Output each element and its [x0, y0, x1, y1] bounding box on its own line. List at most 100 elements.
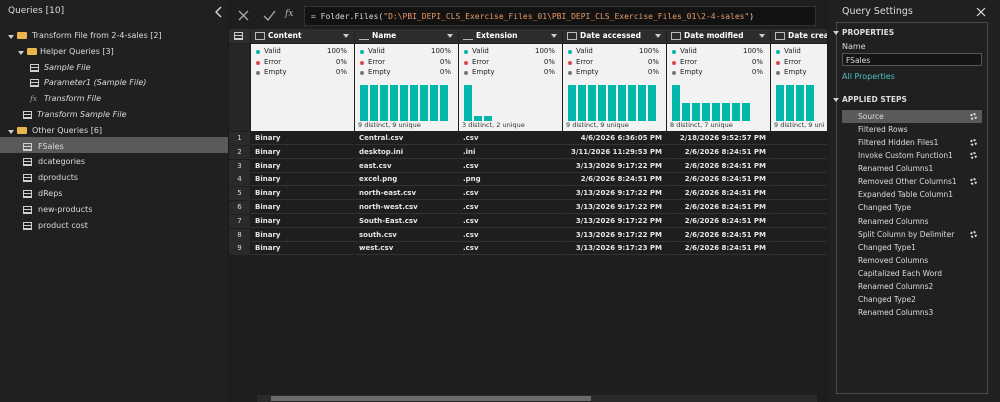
cell[interactable]: 1/28/20 — [771, 146, 827, 159]
cell[interactable]: 2/18/2026 9:52:57 PM — [667, 132, 770, 145]
applied-step[interactable]: Renamed Columns2 — [858, 281, 934, 291]
cell[interactable]: 2/6/2026 8:24:51 PM — [667, 201, 770, 214]
cell[interactable]: 2/6/2026 8:24:51 PM — [563, 173, 666, 187]
applied-step[interactable]: Renamed Columns1 — [858, 164, 934, 174]
cell[interactable]: north-east.csv — [355, 187, 458, 201]
cell[interactable]: 2/6/2026 8:24:51 PM — [667, 173, 770, 187]
cell[interactable]: Binary — [251, 242, 354, 256]
cell[interactable]: 1/28/20 — [771, 229, 827, 242]
cell[interactable]: 2/6/2026 8:24:51 PM — [667, 215, 770, 228]
expander[interactable] — [8, 35, 14, 39]
cell[interactable]: 2/6/2026 8:24:51 PM — [667, 229, 770, 242]
cell[interactable]: .ini — [459, 146, 562, 159]
cell[interactable]: Binary — [251, 201, 354, 214]
cell[interactable]: Binary — [251, 215, 354, 228]
applied-step[interactable]: Split Column by Delimiter — [858, 229, 955, 239]
query-item[interactable]: dReps — [38, 189, 63, 198]
cell[interactable]: excel.png — [355, 173, 458, 187]
step-settings[interactable] — [970, 139, 977, 147]
cell[interactable]: .csv — [459, 187, 562, 201]
table-icon[interactable] — [234, 32, 243, 40]
cell[interactable]: 1/28/20 — [771, 242, 827, 256]
column-header[interactable] — [355, 29, 458, 43]
query-item[interactable]: new-products — [38, 204, 93, 214]
column-header[interactable] — [667, 29, 770, 43]
cell[interactable]: 2/20/2 — [771, 215, 827, 228]
column-header[interactable] — [563, 29, 666, 43]
cell[interactable]: 2/6/2026 8:24:51 PM — [667, 187, 770, 201]
applied-step[interactable]: Expanded Table Column1 — [858, 190, 954, 200]
cell[interactable]: .csv — [459, 160, 562, 173]
close-button[interactable] — [976, 7, 986, 17]
formula-bar[interactable]: = Folder.Files("D:\PBI_DEPI_CLS_Exercise… — [304, 6, 816, 26]
cell[interactable]: 2/20/2 — [771, 132, 827, 145]
cell[interactable]: Binary — [251, 229, 354, 242]
query-item[interactable]: dproducts — [38, 173, 79, 183]
cell[interactable]: 3/13/2026 9:17:22 PM — [563, 160, 666, 173]
cell[interactable]: 2/6/2026 8:24:51 PM — [667, 146, 770, 159]
cell[interactable]: Binary — [251, 173, 354, 187]
step-settings[interactable] — [970, 178, 977, 186]
applied-step[interactable]: Renamed Columns — [858, 216, 929, 226]
filter-button[interactable] — [759, 34, 765, 38]
cell[interactable]: 4/6/2026 6:36:05 PM — [563, 132, 666, 145]
applied-step[interactable]: Removed Columns — [858, 255, 929, 265]
query-item[interactable]: product cost — [38, 220, 88, 230]
applied-step[interactable]: Changed Type — [858, 203, 912, 213]
cell[interactable]: Central.csv — [355, 132, 458, 145]
step-settings[interactable] — [970, 230, 977, 238]
query-item[interactable]: dcategories — [38, 157, 86, 167]
cell[interactable]: 1/28/20 — [771, 187, 827, 201]
link[interactable]: All Properties — [842, 72, 895, 81]
query-item[interactable]: Helper Queries [3] — [40, 46, 114, 56]
query-item[interactable]: Transform File — [44, 94, 101, 104]
filter-button[interactable] — [343, 34, 349, 38]
applied-step[interactable]: Filtered Rows — [858, 125, 908, 135]
applied-step[interactable]: Renamed Columns3 — [858, 308, 934, 318]
step-settings[interactable] — [970, 152, 977, 160]
cell[interactable]: 3/13/2026 9:17:22 PM — [563, 215, 666, 228]
cell[interactable]: 1/28/20 — [771, 173, 827, 187]
applied-step[interactable]: Source — [858, 112, 884, 121]
cell[interactable]: .csv — [459, 242, 562, 256]
cell[interactable]: 3/13/2026 9:17:22 PM — [563, 187, 666, 201]
applied-step[interactable]: Changed Type2 — [858, 294, 916, 304]
cell[interactable]: 3/13/2026 9:17:23 PM — [563, 242, 666, 256]
cell[interactable]: 3/13/2026 9:17:22 PM — [563, 201, 666, 214]
applied-step[interactable]: Changed Type1 — [858, 242, 916, 252]
applied-step[interactable]: Removed Other Columns1 — [858, 177, 957, 187]
cell[interactable]: 1/28/20 — [771, 201, 827, 214]
step-settings[interactable] — [970, 113, 977, 120]
column-header[interactable] — [251, 29, 354, 43]
scroll-thumb[interactable] — [271, 396, 591, 401]
cell[interactable]: Binary — [251, 132, 354, 145]
cell[interactable]: desktop.ini — [355, 146, 458, 159]
collapse-button[interactable] — [214, 6, 224, 18]
cell[interactable]: east.csv — [355, 160, 458, 173]
name-input[interactable]: FSales — [842, 53, 982, 66]
cell[interactable]: 3/13/2026 9:17:22 PM — [563, 229, 666, 242]
cell[interactable]: 2/6/2026 8:24:51 PM — [667, 160, 770, 173]
filter-button[interactable] — [655, 34, 661, 38]
cell[interactable]: 2/6/2026 8:24:51 PM — [667, 242, 770, 256]
scrollbar[interactable] — [257, 395, 817, 402]
cell[interactable]: South-East.csv — [355, 215, 458, 228]
query-item[interactable]: Parameter1 (Sample File) — [44, 78, 147, 88]
cell[interactable]: west.csv — [355, 242, 458, 256]
cell[interactable]: .csv — [459, 132, 562, 145]
cell[interactable]: Binary — [251, 160, 354, 173]
cell[interactable]: .csv — [459, 229, 562, 242]
cell[interactable]: 1/28/20 — [771, 160, 827, 173]
expander[interactable] — [833, 31, 839, 35]
query-item[interactable]: Other Queries [6] — [32, 125, 103, 135]
query-item[interactable]: Transform File from 2-4-sales [2] — [32, 31, 162, 40]
filter-button[interactable] — [447, 34, 453, 38]
filter-button[interactable] — [551, 34, 557, 38]
applied-step[interactable]: Invoke Custom Function1 — [858, 151, 953, 161]
expander[interactable] — [8, 129, 14, 134]
cell[interactable]: north-west.csv — [355, 201, 458, 214]
cell[interactable]: .csv — [459, 201, 562, 214]
cell[interactable]: Binary — [251, 146, 354, 159]
fx-icon[interactable]: fx — [285, 9, 294, 19]
applied-step[interactable]: Capitalized Each Word — [858, 268, 942, 278]
